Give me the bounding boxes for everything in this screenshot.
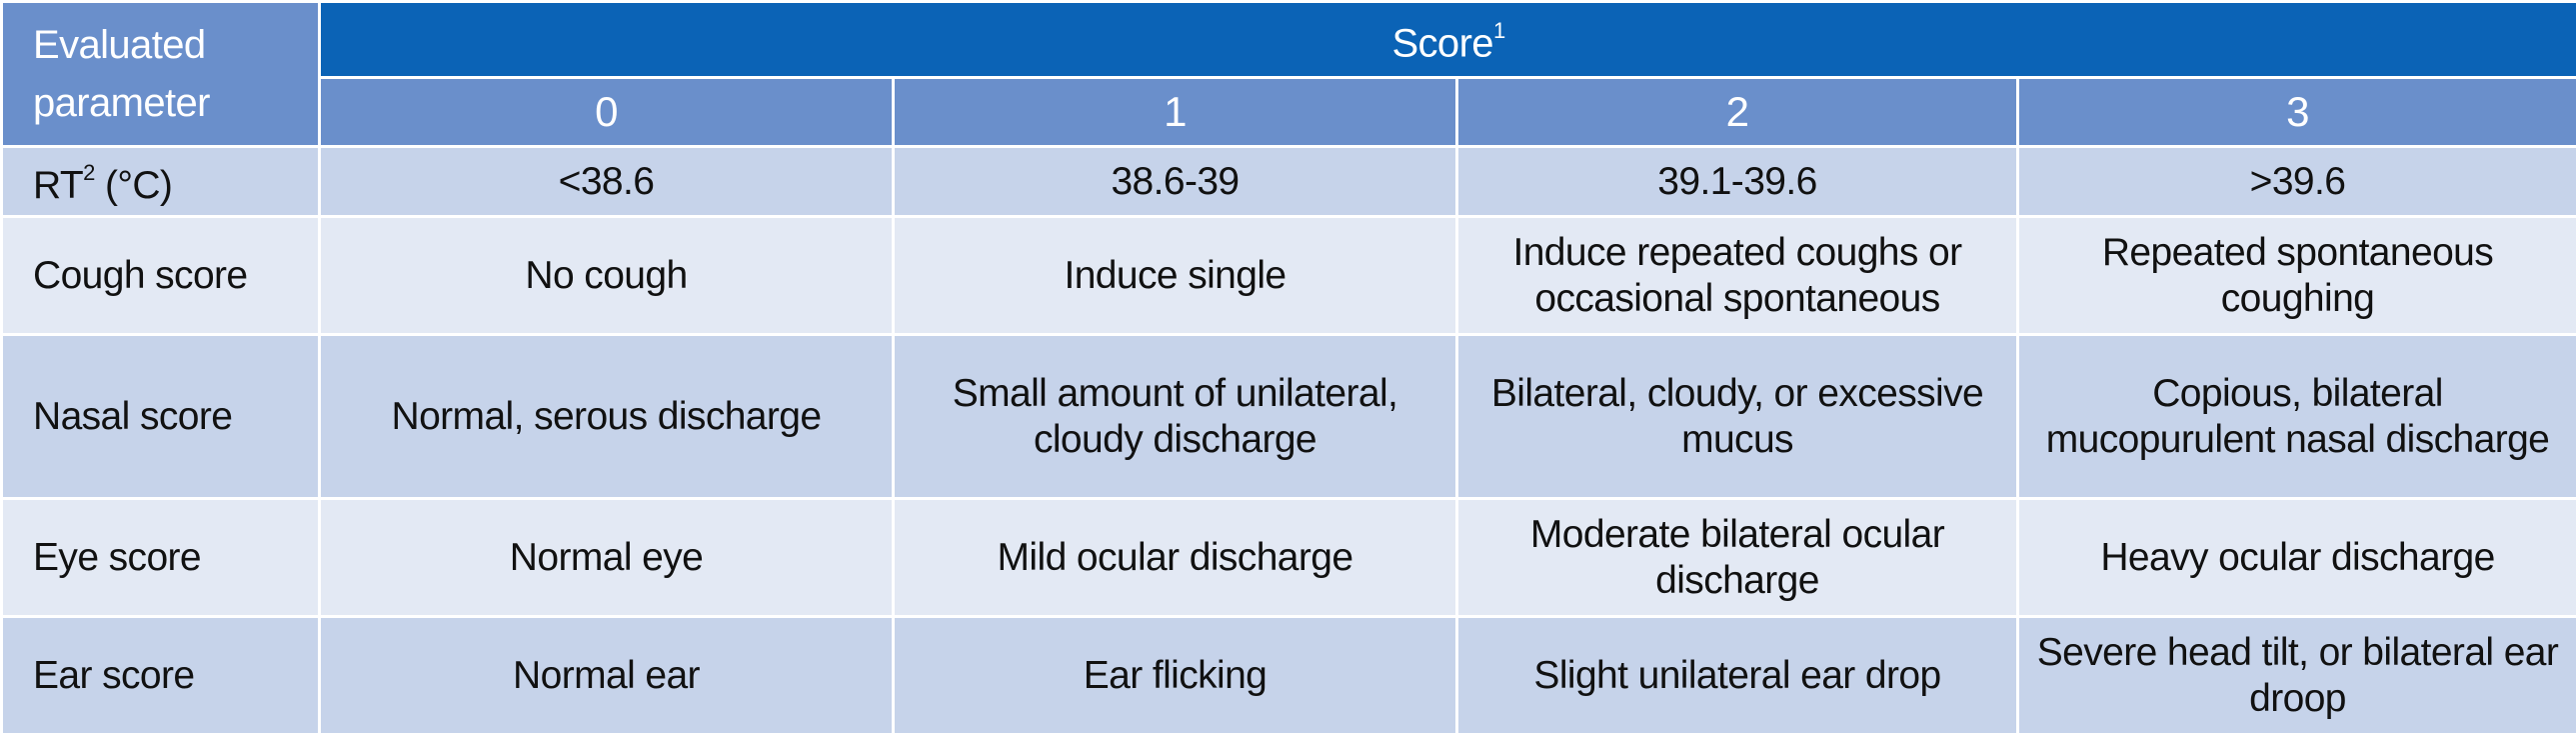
table-cell: Normal, serous discharge xyxy=(320,335,894,499)
table-cell: Slight unilateral ear drop xyxy=(1457,617,2018,735)
score-footnote-marker: 1 xyxy=(1493,18,1505,43)
table-cell: Induce repeated coughs or occasional spo… xyxy=(1457,217,2018,335)
row-label-cough: Cough score xyxy=(2,217,320,335)
table-cell: <38.6 xyxy=(320,147,894,217)
table-cell: Small amount of unilateral, cloudy disch… xyxy=(894,335,1457,499)
rt-footnote-marker: 2 xyxy=(83,160,95,185)
row-label-eye: Eye score xyxy=(2,499,320,617)
table-row-ear: Ear score Normal ear Ear flicking Slight… xyxy=(2,617,2576,735)
table-row-rt: RT2 (°C) <38.6 38.6-39 39.1-39.6 >39.6 xyxy=(2,147,2576,217)
row-label-ear: Ear score xyxy=(2,617,320,735)
score-header: Score1 xyxy=(320,2,2576,78)
table-cell: Severe head tilt, or bilateral ear droop xyxy=(2018,617,2576,735)
score-column-3-header: 3 xyxy=(2018,78,2576,147)
table-cell: 39.1-39.6 xyxy=(1457,147,2018,217)
table-cell: Ear flicking xyxy=(894,617,1457,735)
table-cell: Bilateral, cloudy, or excessive mucus xyxy=(1457,335,2018,499)
evaluated-parameter-header: Evaluated parameter xyxy=(2,2,320,147)
table-cell: 38.6-39 xyxy=(894,147,1457,217)
table-row-eye: Eye score Normal eye Mild ocular dischar… xyxy=(2,499,2576,617)
table-cell: >39.6 xyxy=(2018,147,2576,217)
score-column-1-header: 1 xyxy=(894,78,1457,147)
table-cell: Normal ear xyxy=(320,617,894,735)
table-cell: Mild ocular discharge xyxy=(894,499,1457,617)
table-cell: Heavy ocular discharge xyxy=(2018,499,2576,617)
table-cell: Moderate bilateral ocular discharge xyxy=(1457,499,2018,617)
rt-label-unit: (°C) xyxy=(95,164,173,207)
table-cell: Repeated spontaneous coughing xyxy=(2018,217,2576,335)
row-label-nasal: Nasal score xyxy=(2,335,320,499)
table-cell: Normal eye xyxy=(320,499,894,617)
table-row-cough: Cough score No cough Induce single Induc… xyxy=(2,217,2576,335)
rt-label-text: RT xyxy=(33,164,83,207)
table-cell: Copious, bilateral mucopurulent nasal di… xyxy=(2018,335,2576,499)
score-column-2-header: 2 xyxy=(1457,78,2018,147)
score-column-0-header: 0 xyxy=(320,78,894,147)
row-label-rt: RT2 (°C) xyxy=(2,147,320,217)
table-cell: Induce single xyxy=(894,217,1457,335)
table-row-nasal: Nasal score Normal, serous discharge Sma… xyxy=(2,335,2576,499)
table-cell: No cough xyxy=(320,217,894,335)
score-header-label: Score xyxy=(1391,22,1493,66)
